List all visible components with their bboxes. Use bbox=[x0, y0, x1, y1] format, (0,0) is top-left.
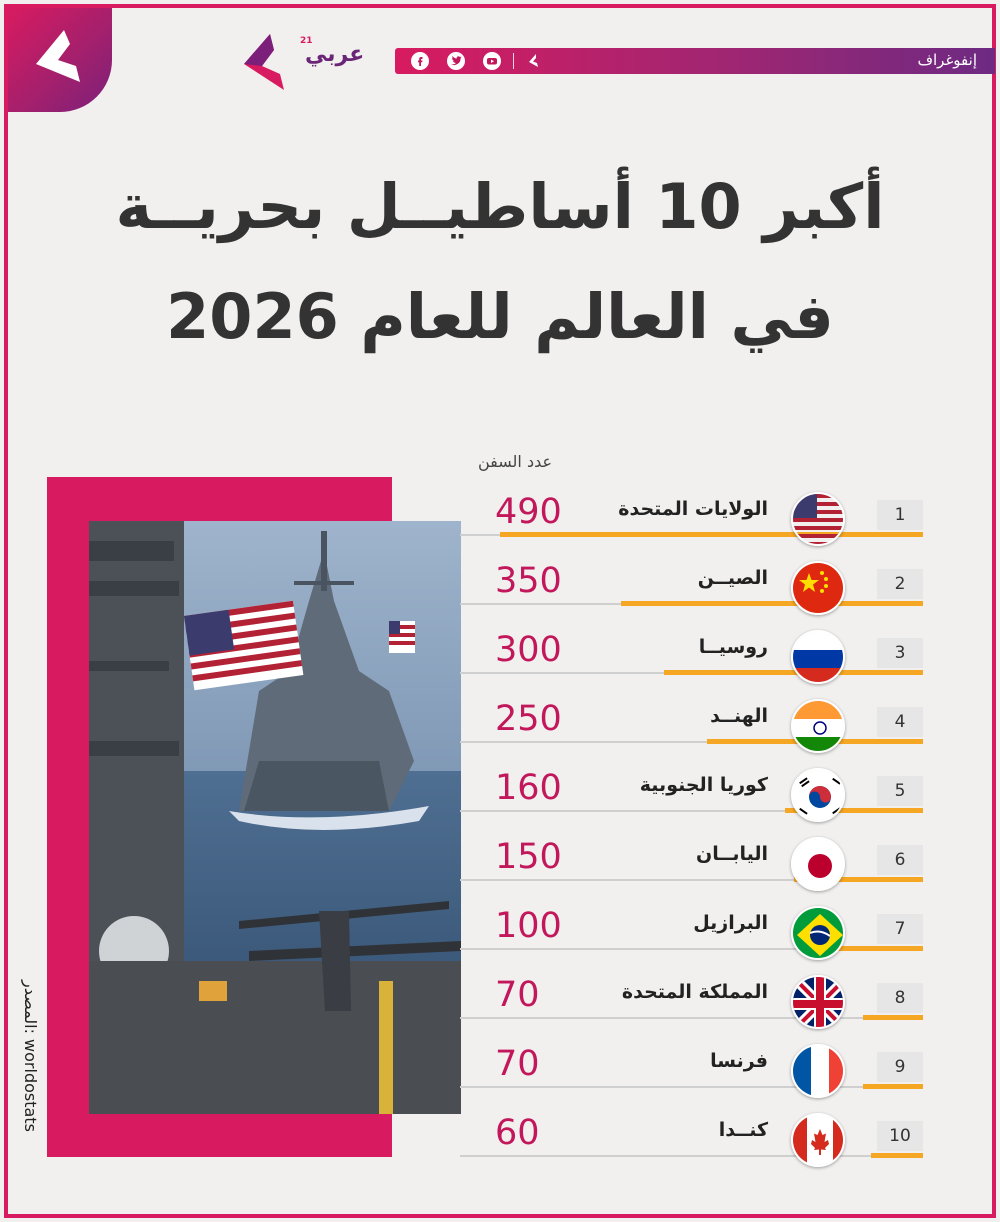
bar-baseline bbox=[460, 810, 923, 812]
south-korea-flag-icon bbox=[791, 768, 845, 822]
bar bbox=[664, 670, 923, 675]
header-bar: إنفوغراف bbox=[395, 48, 995, 74]
rank-label: 5 bbox=[877, 776, 923, 806]
data-label: 70 bbox=[495, 1044, 540, 1084]
brand-name: عربي bbox=[305, 42, 365, 67]
section-label: إنفوغراف bbox=[917, 51, 977, 69]
bar-row: 3 روسيــا 300 bbox=[0, 630, 1000, 692]
bar-row: 2 الصيــن 350 bbox=[0, 561, 1000, 623]
rank-label: 2 bbox=[877, 569, 923, 599]
rank-label: 10 bbox=[877, 1121, 923, 1151]
data-label: 70 bbox=[495, 975, 540, 1015]
rank-label: 8 bbox=[877, 983, 923, 1013]
bar-baseline bbox=[460, 948, 923, 950]
bar-row: 9 فرنسا 70 bbox=[0, 1044, 1000, 1106]
uk-flag-icon bbox=[791, 975, 845, 1029]
bar bbox=[837, 946, 923, 951]
rank-label: 1 bbox=[877, 500, 923, 530]
facebook-icon[interactable] bbox=[411, 52, 429, 70]
canada-flag-icon bbox=[791, 1113, 845, 1167]
data-label: 490 bbox=[495, 492, 562, 532]
column-header: عدد السفن bbox=[477, 452, 553, 471]
country-label: الولايات المتحدة bbox=[618, 498, 768, 520]
country-label: الصيــن bbox=[697, 567, 768, 589]
bar-row: 5 كوريا الجنوبية 160 bbox=[0, 768, 1000, 830]
country-label: فرنسا bbox=[710, 1050, 768, 1072]
bar-baseline bbox=[460, 1086, 923, 1088]
us-flag-photo bbox=[183, 600, 415, 691]
data-label: 300 bbox=[495, 630, 562, 670]
brand-arrow-icon bbox=[528, 53, 540, 73]
data-label: 100 bbox=[495, 906, 562, 946]
china-flag-icon bbox=[791, 561, 845, 615]
bar bbox=[863, 1015, 923, 1020]
country-label: الهنــد bbox=[710, 705, 768, 727]
data-label: 150 bbox=[495, 837, 562, 877]
logo-mark-icon bbox=[36, 30, 80, 82]
data-label: 60 bbox=[495, 1113, 540, 1153]
bar bbox=[863, 1084, 923, 1089]
rank-label: 9 bbox=[877, 1052, 923, 1082]
bar bbox=[500, 532, 923, 537]
russia-flag-icon bbox=[791, 630, 845, 684]
bar-baseline bbox=[460, 741, 923, 743]
data-label: 250 bbox=[495, 699, 562, 739]
corner-logo bbox=[8, 8, 112, 112]
header-separator bbox=[513, 53, 514, 69]
bar bbox=[785, 808, 923, 813]
bar-row: 6 اليابــان 150 bbox=[0, 837, 1000, 899]
bar-row: 10 كنــدا 60 bbox=[0, 1113, 1000, 1175]
country-label: اليابــان bbox=[695, 843, 768, 865]
bar-baseline bbox=[460, 1017, 923, 1019]
rank-label: 6 bbox=[877, 845, 923, 875]
country-label: كنــدا bbox=[718, 1119, 768, 1141]
title-line-1: أكبر 10 أساطيــل بحريــة bbox=[115, 170, 885, 243]
data-label: 350 bbox=[495, 561, 562, 601]
bar-row: 4 الهنــد 250 bbox=[0, 699, 1000, 761]
japan-flag-icon bbox=[791, 837, 845, 891]
brand-logo bbox=[240, 30, 370, 100]
bar bbox=[621, 601, 923, 606]
warship-photo bbox=[89, 521, 461, 1114]
india-flag-icon bbox=[791, 699, 845, 753]
bar bbox=[794, 877, 923, 882]
bar-row: 7 البرازيل 100 bbox=[0, 906, 1000, 968]
twitter-icon[interactable] bbox=[447, 52, 465, 70]
country-label: كوريا الجنوبية bbox=[639, 774, 768, 796]
bar-baseline bbox=[460, 1155, 923, 1157]
brand-superscript: 21 bbox=[300, 36, 313, 46]
bar-row: 8 المملكة المتحدة 70 bbox=[0, 975, 1000, 1037]
bar bbox=[871, 1153, 923, 1158]
rank-label: 3 bbox=[877, 638, 923, 668]
youtube-icon[interactable] bbox=[483, 52, 501, 70]
data-label: 160 bbox=[495, 768, 562, 808]
brand-mark-icon bbox=[244, 34, 284, 90]
bar-baseline bbox=[460, 879, 923, 881]
france-flag-icon bbox=[791, 1044, 845, 1098]
rank-label: 7 bbox=[877, 914, 923, 944]
bar-row: 1 الولايات المتحدة 490 bbox=[0, 492, 1000, 554]
brazil-flag-icon bbox=[791, 906, 845, 960]
country-label: البرازيل bbox=[693, 912, 768, 934]
title-line-2: في العالم للعام 2026 bbox=[166, 280, 834, 353]
country-label: المملكة المتحدة bbox=[621, 981, 768, 1003]
rank-label: 4 bbox=[877, 707, 923, 737]
country-label: روسيــا bbox=[698, 636, 768, 658]
usa-flag-icon bbox=[791, 492, 845, 546]
